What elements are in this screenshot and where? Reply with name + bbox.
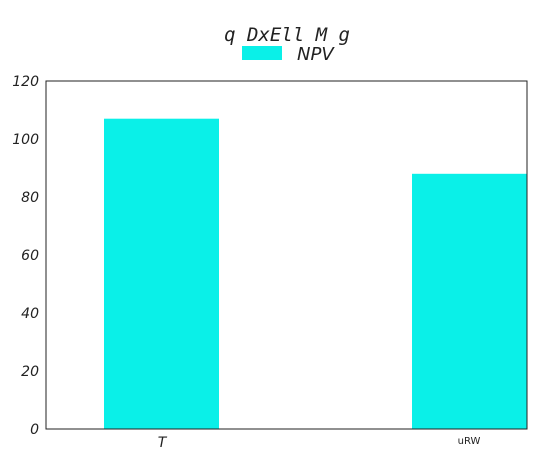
- y-tick-label: 80: [21, 190, 39, 206]
- legend-label-npv: NPV: [297, 44, 335, 65]
- bar-t: [104, 118, 219, 429]
- legend-swatch-npv: [242, 46, 282, 60]
- bar-urw: [412, 173, 527, 429]
- legend: NPV: [242, 44, 335, 65]
- y-tick-label: 120: [12, 74, 39, 90]
- y-tick-label: 0: [30, 422, 39, 438]
- plot-frame: [45, 80, 528, 430]
- x-tick-label-urw: uRW: [458, 436, 481, 447]
- y-axis-ticks: 0 20 40 60 80 100 120: [12, 74, 39, 438]
- x-tick-label-t: T: [158, 435, 168, 451]
- bars-group: [104, 118, 527, 429]
- y-tick-label: 100: [12, 132, 39, 148]
- y-tick-label: 60: [21, 248, 39, 264]
- y-tick-label: 20: [21, 364, 39, 380]
- chart-title: q DxEll M g: [224, 24, 350, 46]
- y-tick-label: 40: [21, 306, 39, 322]
